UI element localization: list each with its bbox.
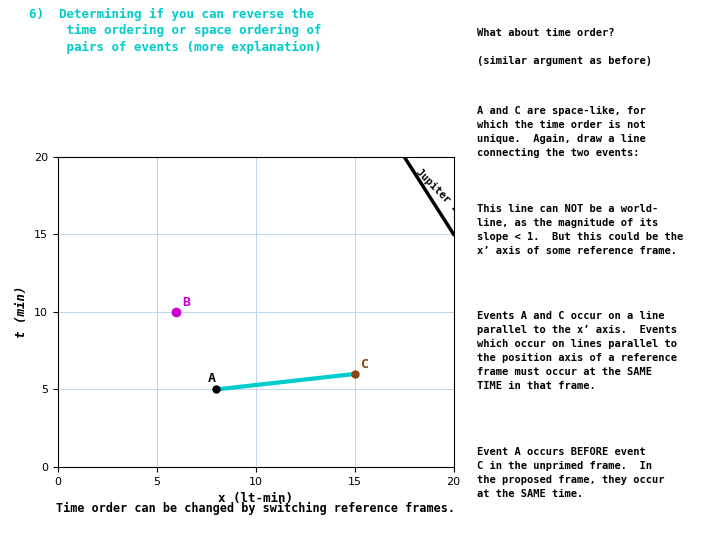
Text: A and C are space-like, for
which the time order is not
unique.  Again, draw a l: A and C are space-like, for which the ti… <box>477 106 646 159</box>
Text: C: C <box>361 357 369 371</box>
Text: time ordering or space ordering of: time ordering or space ordering of <box>29 24 321 37</box>
Text: 6)  Determining if you can reverse the: 6) Determining if you can reverse the <box>29 8 314 21</box>
Text: This line can NOT be a world-
line, as the magnitude of its
slope < 1.  But this: This line can NOT be a world- line, as t… <box>477 204 683 256</box>
Text: Event A occurs BEFORE event
C in the unprimed frame.  In
the proposed frame, the: Event A occurs BEFORE event C in the unp… <box>477 447 665 499</box>
Text: Events A and C occur on a line
parallel to the x’ axis.  Events
which occur on l: Events A and C occur on a line parallel … <box>477 311 677 392</box>
Text: Time order can be changed by switching reference frames.: Time order can be changed by switching r… <box>56 502 455 516</box>
Y-axis label: t (min): t (min) <box>15 286 28 338</box>
X-axis label: x (lt-min): x (lt-min) <box>218 492 293 505</box>
Text: Jupiter 2: Jupiter 2 <box>414 167 462 214</box>
Text: pairs of events (more explanation): pairs of events (more explanation) <box>29 40 321 53</box>
Text: A: A <box>208 372 216 384</box>
Text: B: B <box>182 295 190 309</box>
Text: What about time order?

(similar argument as before): What about time order? (similar argument… <box>477 28 652 66</box>
